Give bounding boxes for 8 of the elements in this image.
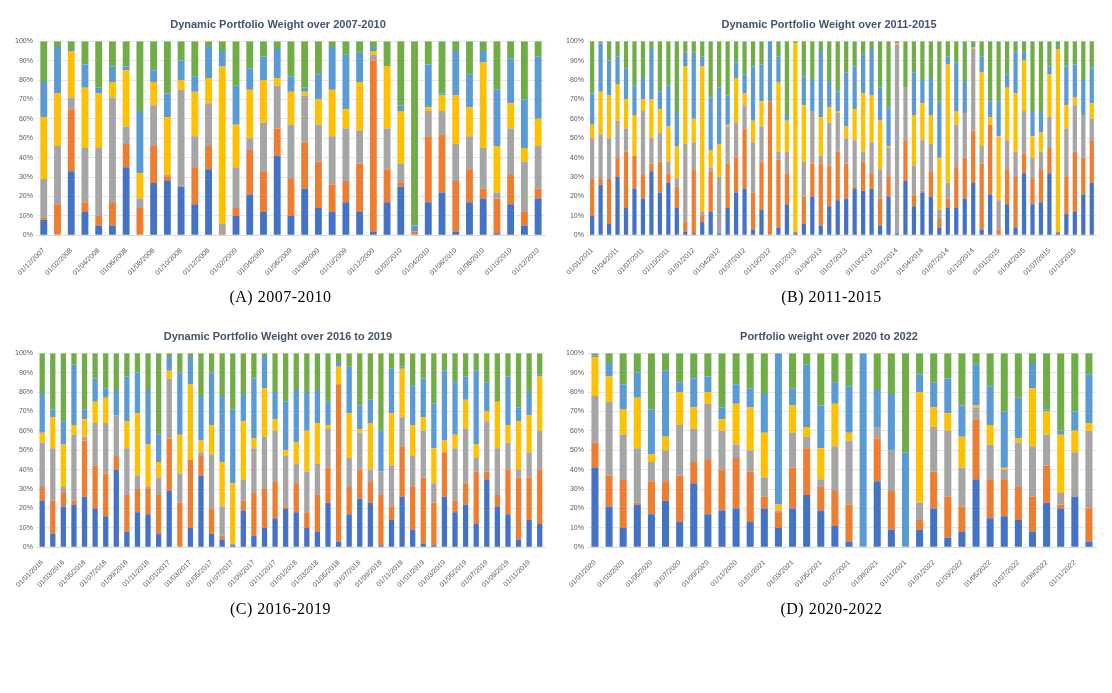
text: (B) 2011-2015 [781,288,882,306]
text: (D) 2020-2022 [780,600,883,618]
chart-title: Portfolio weight over 2020 to 2022 [739,329,918,342]
chart-title: Dynamic Portfolio Weight over 2007-2010 [169,17,386,30]
chart-title: Dynamic Portfolio Weight over 2011-2015 [721,17,936,30]
text: (A) 2007-2010 [229,288,332,306]
text: (C) 2016-2019 [229,600,332,618]
chart-title: Dynamic Portfolio Weight over 2016 to 2019 [163,329,392,342]
